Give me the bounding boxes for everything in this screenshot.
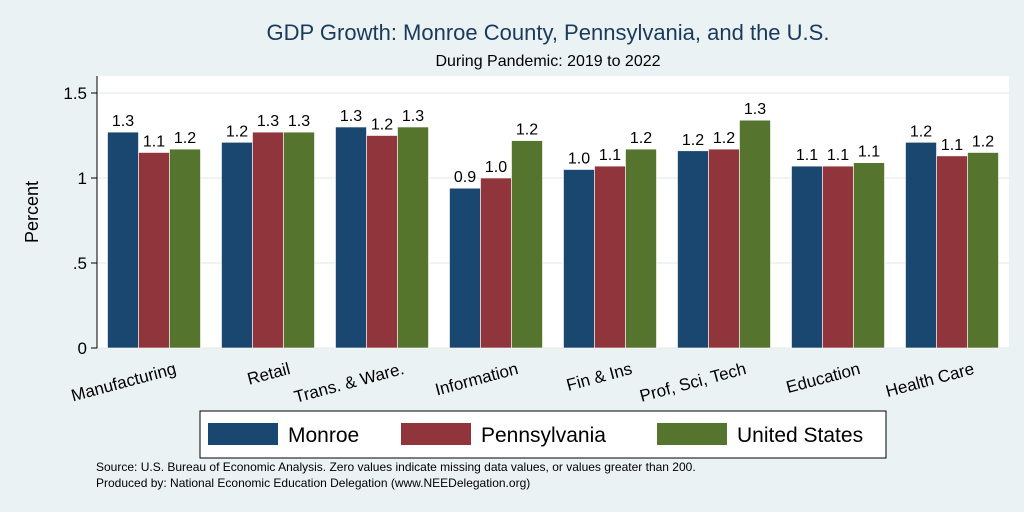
- bar: [221, 142, 253, 349]
- data-label: 1.3: [112, 113, 134, 130]
- data-labels: 1.3 1.1 1.2 1.2 1.3 1.3 1.3 1.2 1.3 0.9 1.0 1.2 1.0 1…: [112, 101, 994, 186]
- y-tick-label: .5: [73, 254, 87, 273]
- bar: [283, 131, 315, 349]
- bar: [936, 155, 968, 349]
- x-tick-label: Trans. & Ware.: [292, 359, 406, 407]
- data-label: 1.0: [568, 151, 590, 168]
- bar: [905, 142, 937, 349]
- legend-items: Monroe Pennsylvania United States: [208, 423, 863, 447]
- bar: [594, 165, 626, 349]
- data-label: 1.2: [174, 130, 196, 147]
- bar: [791, 165, 823, 349]
- legend-label: United States: [737, 424, 863, 447]
- x-tick-label: Information: [433, 359, 520, 399]
- x-tick-label: Prof, Sci, Tech: [638, 359, 748, 406]
- bar: [708, 148, 740, 349]
- data-label: 1.2: [226, 123, 248, 140]
- x-tick-label: Fin & Ins: [564, 359, 634, 395]
- data-label: 1.1: [143, 134, 165, 151]
- y-axis-label: Percent: [22, 181, 42, 243]
- y-ticks: 0 .5 1 1.5: [63, 84, 97, 358]
- bar: [822, 165, 854, 349]
- bar: [366, 135, 398, 349]
- data-label: 1.1: [941, 137, 963, 154]
- data-label: 1.2: [371, 117, 393, 134]
- bar: [677, 150, 709, 349]
- data-label: 1.1: [858, 144, 880, 161]
- data-label: 1.1: [796, 147, 818, 164]
- data-label: 0.9: [454, 169, 476, 186]
- data-label: 1.2: [910, 123, 932, 140]
- x-tick-label: Retail: [245, 359, 292, 389]
- legend: Monroe Pennsylvania United States: [199, 410, 887, 459]
- source-note: Source: U.S. Bureau of Economic Analysis…: [96, 460, 696, 474]
- chart-subtitle: During Pandemic: 2019 to 2022: [435, 53, 660, 70]
- data-label: 1.3: [744, 101, 766, 118]
- bar: [397, 126, 429, 349]
- bar: [480, 177, 512, 349]
- data-label: 1.3: [402, 108, 424, 125]
- bars: [107, 119, 999, 349]
- data-label: 1.2: [516, 122, 538, 139]
- x-tick-label: Education: [784, 359, 862, 397]
- legend-swatch: [657, 423, 727, 445]
- y-tick-label: 0: [78, 339, 87, 358]
- bar: [511, 140, 543, 349]
- chart-title: GDP Growth: Monroe County, Pennsylvania,…: [267, 20, 830, 45]
- data-label: 1.3: [340, 108, 362, 125]
- bar: [169, 148, 201, 349]
- data-label: 1.3: [257, 113, 279, 130]
- x-tick-label: Manufacturing: [69, 359, 178, 405]
- data-label: 1.0: [485, 159, 507, 176]
- bar: [335, 126, 367, 349]
- legend-label: Pennsylvania: [481, 424, 606, 447]
- data-label: 1.2: [972, 134, 994, 151]
- data-label: 1.3: [288, 113, 310, 130]
- bar: [739, 119, 771, 349]
- bar: [252, 131, 284, 349]
- bar: [625, 148, 657, 349]
- y-tick-label: 1: [78, 169, 87, 188]
- bar: [563, 169, 595, 349]
- legend-box: [199, 410, 887, 459]
- bar: [967, 152, 999, 349]
- produced-by-note: Produced by: National Economic Education…: [96, 476, 530, 490]
- bar: [138, 152, 170, 349]
- bar: [107, 131, 139, 349]
- x-tick-label: Health Care: [884, 359, 977, 401]
- legend-label: Monroe: [288, 424, 359, 447]
- y-tick-label: 1.5: [63, 84, 87, 103]
- data-label: 1.2: [713, 130, 735, 147]
- data-label: 1.2: [682, 132, 704, 149]
- legend-swatch: [401, 423, 471, 445]
- data-label: 1.2: [630, 130, 652, 147]
- legend-swatch: [208, 423, 278, 445]
- data-label: 1.1: [827, 147, 849, 164]
- x-tick-labels: Manufacturing Retail Trans. & Ware. Informa…: [69, 359, 976, 407]
- bar: [853, 162, 885, 349]
- bar: [449, 187, 481, 349]
- data-label: 1.1: [599, 147, 621, 164]
